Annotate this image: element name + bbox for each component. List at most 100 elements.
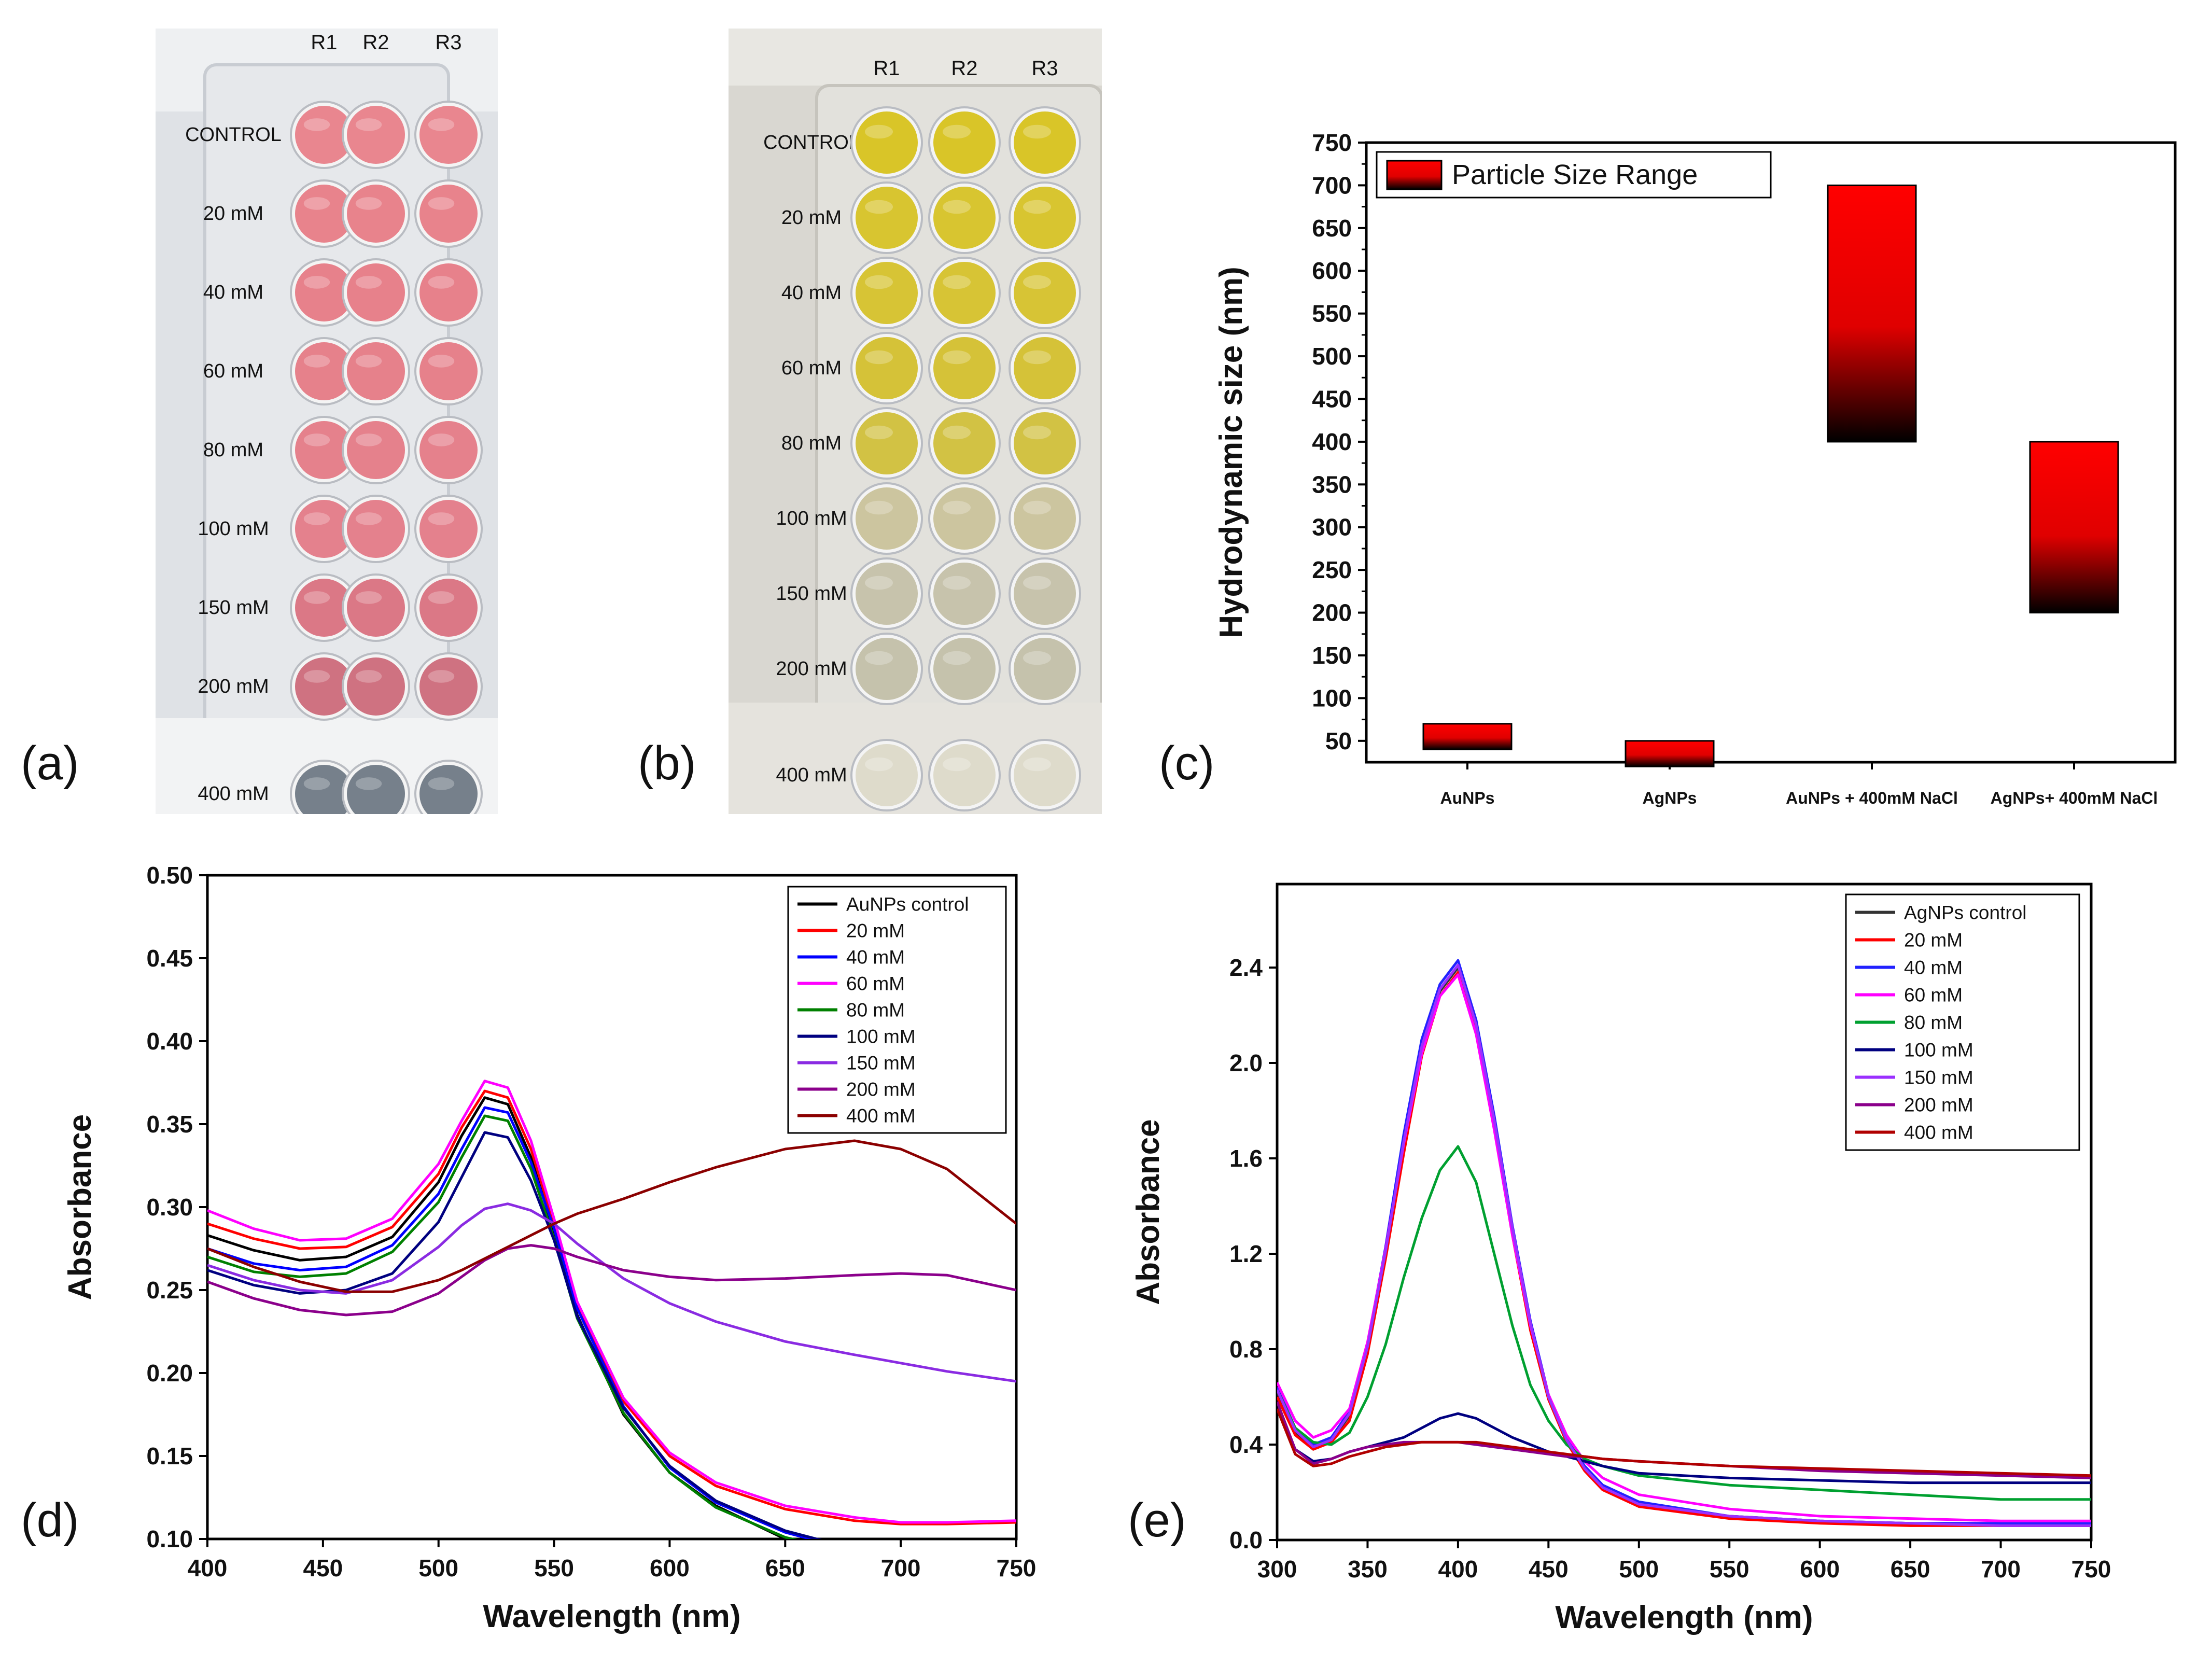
y-axis-title: Absorbance bbox=[62, 1114, 98, 1300]
legend-label: 60 mM bbox=[1904, 985, 1963, 1006]
y-tick-label: 300 bbox=[1312, 514, 1352, 541]
legend-label: 200 mM bbox=[1904, 1095, 1973, 1116]
y-tick-label: 0.50 bbox=[146, 862, 193, 889]
well bbox=[1009, 557, 1081, 630]
agnp-well-plate-photo: R1 R2 R3 CONTROL 20 mM 40 mM 60 mM 80 mM 100 mM… bbox=[729, 29, 1102, 814]
well bbox=[342, 101, 410, 169]
well bbox=[342, 258, 410, 327]
well bbox=[414, 573, 483, 642]
series-line bbox=[207, 1096, 791, 1539]
well bbox=[342, 416, 410, 484]
y-tick-label: 0.8 bbox=[1229, 1336, 1263, 1363]
panel-label-b: (b) bbox=[638, 737, 696, 790]
plate-row-label: 40 mM bbox=[203, 282, 263, 303]
well bbox=[414, 495, 483, 563]
well bbox=[1009, 332, 1081, 404]
well bbox=[342, 760, 410, 814]
plate-row-label: 400 mM bbox=[776, 764, 847, 786]
x-tick-label: 750 bbox=[2071, 1556, 2111, 1583]
plate-row-label: 150 mM bbox=[198, 597, 269, 619]
well bbox=[414, 416, 483, 484]
well bbox=[850, 633, 923, 705]
range-bar bbox=[2029, 441, 2119, 614]
y-tick-label: 250 bbox=[1312, 556, 1352, 583]
x-axis-title: Wavelength (nm) bbox=[1555, 1600, 1813, 1635]
well bbox=[414, 337, 483, 405]
well bbox=[342, 337, 410, 405]
plate-row-label: 200 mM bbox=[198, 676, 269, 697]
plate-row-label: 200 mM bbox=[776, 658, 847, 680]
aunp-well-plate-photo: R1 R2 R3 CONTROL 20 mM 40 mM 60 mM 80 mM 100 mM… bbox=[156, 29, 498, 814]
well bbox=[414, 652, 483, 721]
agnp-absorbance-chart: 300 350 400 450 500 550 600 650 700 750 0.0 0.4 0.8 1… bbox=[1130, 883, 2111, 1635]
x-tick-label: AgNPs+ 400mM NaCl bbox=[1991, 789, 2158, 807]
y-tick-label: 0.45 bbox=[146, 945, 193, 972]
legend-label: 150 mM bbox=[846, 1053, 916, 1074]
x-tick-label: 700 bbox=[1981, 1556, 2021, 1583]
well bbox=[850, 482, 923, 555]
y-tick-label: 0.0 bbox=[1229, 1527, 1263, 1553]
well bbox=[290, 573, 358, 642]
series-line bbox=[207, 1080, 1016, 1524]
legend-label: Particle Size Range bbox=[1452, 159, 1698, 190]
plate-column-label: R2 bbox=[362, 31, 389, 54]
y-tick-label: 400 bbox=[1312, 428, 1352, 455]
series-line bbox=[207, 1244, 1016, 1317]
x-tick-label: 450 bbox=[303, 1555, 343, 1581]
plate-row-label: 150 mM bbox=[776, 583, 847, 605]
well bbox=[290, 179, 358, 248]
legend-label: 80 mM bbox=[846, 1000, 905, 1021]
plate-row-label: 40 mM bbox=[781, 282, 842, 304]
well bbox=[1009, 181, 1081, 254]
well bbox=[928, 482, 1001, 555]
well bbox=[414, 101, 483, 169]
x-tick-label: 600 bbox=[1800, 1556, 1840, 1583]
x-tick-label: 500 bbox=[1619, 1556, 1659, 1583]
well bbox=[850, 332, 923, 404]
y-tick-label: 0.20 bbox=[146, 1360, 193, 1387]
plate-row-label: 400 mM bbox=[198, 783, 269, 805]
y-tick-label: 750 bbox=[1312, 129, 1352, 156]
well bbox=[928, 633, 1001, 705]
well bbox=[414, 258, 483, 327]
well bbox=[928, 739, 1001, 811]
series-line bbox=[207, 1139, 1016, 1293]
y-tick-label: 0.4 bbox=[1229, 1431, 1263, 1458]
x-tick-label: 300 bbox=[1257, 1556, 1297, 1583]
y-tick-label: 550 bbox=[1312, 300, 1352, 327]
legend-label: 100 mM bbox=[846, 1026, 916, 1047]
series-line bbox=[207, 1089, 1016, 1525]
series-line bbox=[207, 1131, 822, 1539]
x-tick-label: AgNPs bbox=[1643, 789, 1697, 807]
legend-label: 40 mM bbox=[1904, 957, 1963, 978]
plot-frame bbox=[1276, 883, 2093, 1542]
legend-label: 400 mM bbox=[846, 1105, 916, 1127]
well bbox=[414, 760, 483, 814]
y-tick-label: 1.2 bbox=[1229, 1240, 1263, 1267]
x-tick-label: 450 bbox=[1529, 1556, 1569, 1583]
series-line bbox=[207, 1202, 1016, 1383]
y-tick-label: 700 bbox=[1312, 172, 1352, 199]
legend-label: 150 mM bbox=[1904, 1067, 1973, 1088]
well bbox=[290, 495, 358, 563]
plate-row-label: 80 mM bbox=[203, 439, 263, 461]
series-line bbox=[1277, 963, 2091, 1527]
y-axis-title: Absorbance bbox=[1130, 1119, 1166, 1305]
well bbox=[290, 258, 358, 327]
plot-frame bbox=[1365, 141, 2177, 764]
series-line bbox=[1277, 1408, 2091, 1477]
panel-label-c: (c) bbox=[1159, 737, 1215, 790]
plate-row-label: 20 mM bbox=[781, 207, 842, 229]
range-bar bbox=[1625, 740, 1715, 767]
panel-label-e: (e) bbox=[1128, 1494, 1186, 1547]
plate-row-label: 100 mM bbox=[776, 508, 847, 529]
well bbox=[1009, 633, 1081, 705]
well bbox=[342, 179, 410, 248]
y-tick-label: 2.4 bbox=[1229, 954, 1263, 981]
x-tick-label: 400 bbox=[188, 1555, 228, 1581]
y-tick-label: 0.10 bbox=[146, 1525, 193, 1552]
y-tick-label: 650 bbox=[1312, 215, 1352, 242]
well bbox=[414, 179, 483, 248]
plate-row-label: 60 mM bbox=[203, 360, 263, 382]
legend-swatch bbox=[1386, 160, 1443, 190]
